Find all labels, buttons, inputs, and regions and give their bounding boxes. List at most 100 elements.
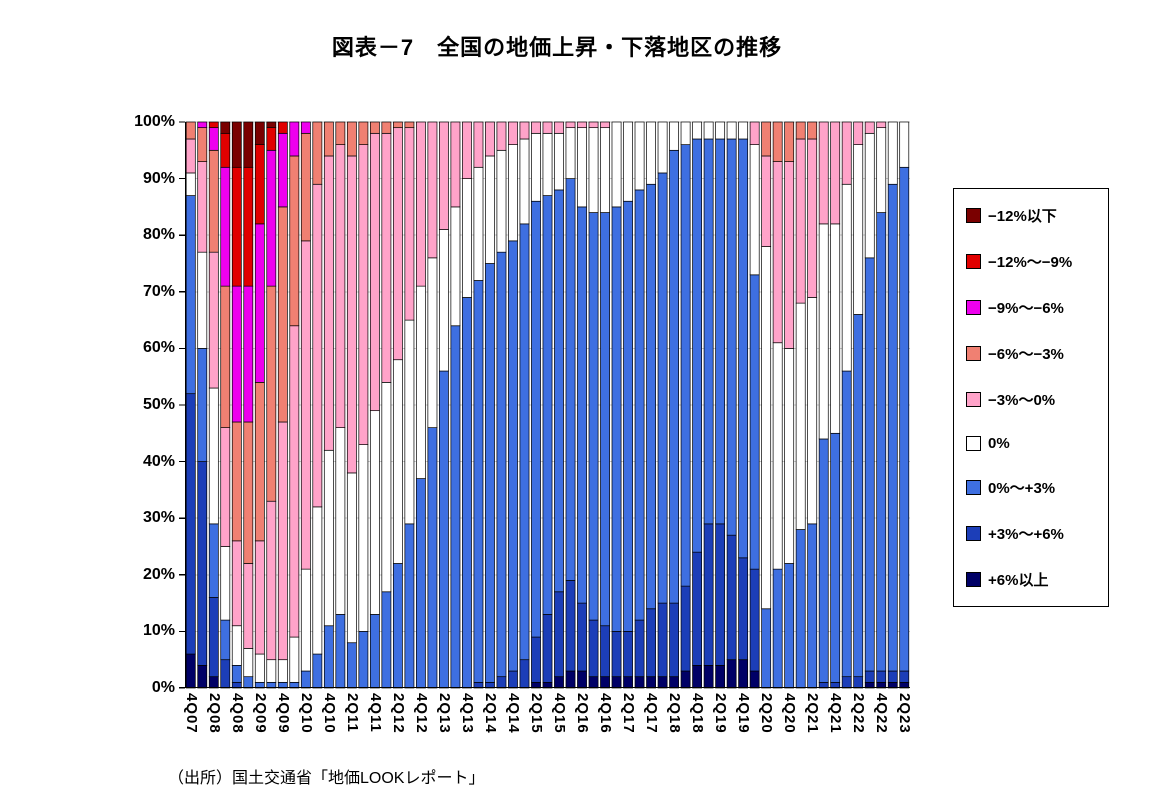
bar-segment (680, 144, 691, 587)
bar-segment (197, 461, 208, 666)
bar-segment (346, 472, 357, 644)
y-tick-label: 20% (142, 565, 175, 583)
bar-segment (542, 132, 553, 196)
x-tick-label: 4Q16 (597, 693, 615, 734)
bar-segment (726, 121, 737, 140)
bar-segment (600, 625, 610, 678)
bar-segment (531, 636, 541, 683)
bar-segment (577, 121, 587, 129)
bar-segment (611, 631, 622, 678)
bar-segment (220, 427, 231, 547)
bar-segment (300, 568, 311, 672)
bar-segment (807, 523, 818, 689)
bar-segment (323, 625, 334, 689)
legend-item: 0% (966, 435, 1102, 452)
bar-segment (577, 602, 587, 672)
bar-segment (726, 534, 737, 661)
bar-segment (208, 387, 219, 525)
bar-segment (853, 314, 864, 678)
bar-segment (554, 189, 564, 593)
bar-segment (323, 449, 334, 627)
bar-segment (588, 676, 599, 689)
bar-segment (795, 138, 806, 304)
bar-segment (197, 121, 208, 129)
bar-segment (404, 121, 415, 129)
bar-segment (485, 121, 495, 157)
bar-segment (864, 257, 875, 672)
bar-segment (841, 370, 852, 678)
x-tick-label: 4Q22 (873, 693, 891, 734)
bar-segment (715, 138, 726, 525)
bar-segment (231, 625, 242, 666)
bar-segment (185, 172, 196, 196)
bar-segment (312, 653, 323, 689)
bar-segment (795, 121, 806, 140)
bar-segment (726, 659, 737, 689)
bar-segment (427, 121, 438, 259)
x-tick-label: 2Q13 (435, 693, 453, 734)
bar-segment (738, 557, 749, 661)
bar-segment (231, 166, 242, 287)
bar-segment (289, 121, 300, 157)
y-tick-label: 50% (142, 396, 175, 413)
x-tick-label: 2Q14 (481, 693, 499, 734)
bar-segment (669, 149, 679, 604)
bar-segment (254, 382, 265, 542)
bar-segment (335, 614, 346, 689)
bar-segment (416, 285, 426, 479)
bar-segment (577, 206, 587, 604)
bar-segment (554, 676, 564, 689)
bar-segment (473, 121, 484, 168)
bar-segment (749, 274, 760, 570)
bar-segment (473, 280, 484, 683)
bar-segment (243, 285, 254, 423)
bar-segment (266, 285, 277, 502)
bar-segment (692, 665, 703, 689)
bar-segment (462, 178, 472, 298)
bar-segment (485, 155, 495, 264)
bar-segment (381, 132, 392, 383)
x-tick-label: 4Q17 (643, 693, 661, 734)
bar-segment (439, 229, 449, 372)
bar-segment (392, 121, 403, 129)
bar-segment (439, 121, 449, 230)
bar-segment (197, 251, 208, 349)
bar-segment (289, 155, 300, 327)
bar-segment (715, 523, 726, 666)
legend-item: −6%～−3% (966, 343, 1102, 364)
bar-segment (887, 183, 898, 672)
bar-segment (381, 121, 392, 134)
bar-segment (496, 149, 507, 253)
bar-segment (358, 444, 369, 632)
bar-segment (749, 670, 760, 689)
x-tick-label: 2Q22 (850, 693, 868, 734)
bar-segment (841, 183, 852, 372)
legend-swatch (966, 526, 981, 541)
bar-segment (231, 665, 242, 683)
bar-segment (220, 132, 231, 168)
bar-segment (876, 212, 887, 672)
bar-segment (853, 144, 864, 315)
bar-segment (369, 410, 380, 615)
bar-segment (784, 121, 795, 162)
bar-segment (220, 546, 231, 621)
bar-segment (450, 206, 461, 327)
x-tick-label: 4Q21 (827, 693, 845, 734)
x-tick-label: 4Q07 (182, 693, 200, 734)
bar-segment (220, 121, 231, 134)
bar-segment (772, 121, 783, 162)
bar-segment (462, 121, 472, 179)
bar-segment (864, 132, 875, 259)
x-tick-label: 4Q12 (412, 693, 430, 734)
legend-swatch (966, 208, 981, 223)
bar-segment (634, 121, 645, 191)
legend: −12%以下 −12%～−9% −9%～−6% −6%～−3% −3%～0% 0% 0%～+… (953, 188, 1109, 607)
legend-swatch (966, 254, 981, 269)
bar-segment (772, 161, 783, 344)
bar-segment (634, 619, 645, 678)
bar-segment (266, 149, 277, 287)
bar-segment (381, 382, 392, 593)
bar-segment (588, 127, 599, 213)
bar-segment (220, 619, 231, 661)
bar-segment (692, 121, 703, 140)
